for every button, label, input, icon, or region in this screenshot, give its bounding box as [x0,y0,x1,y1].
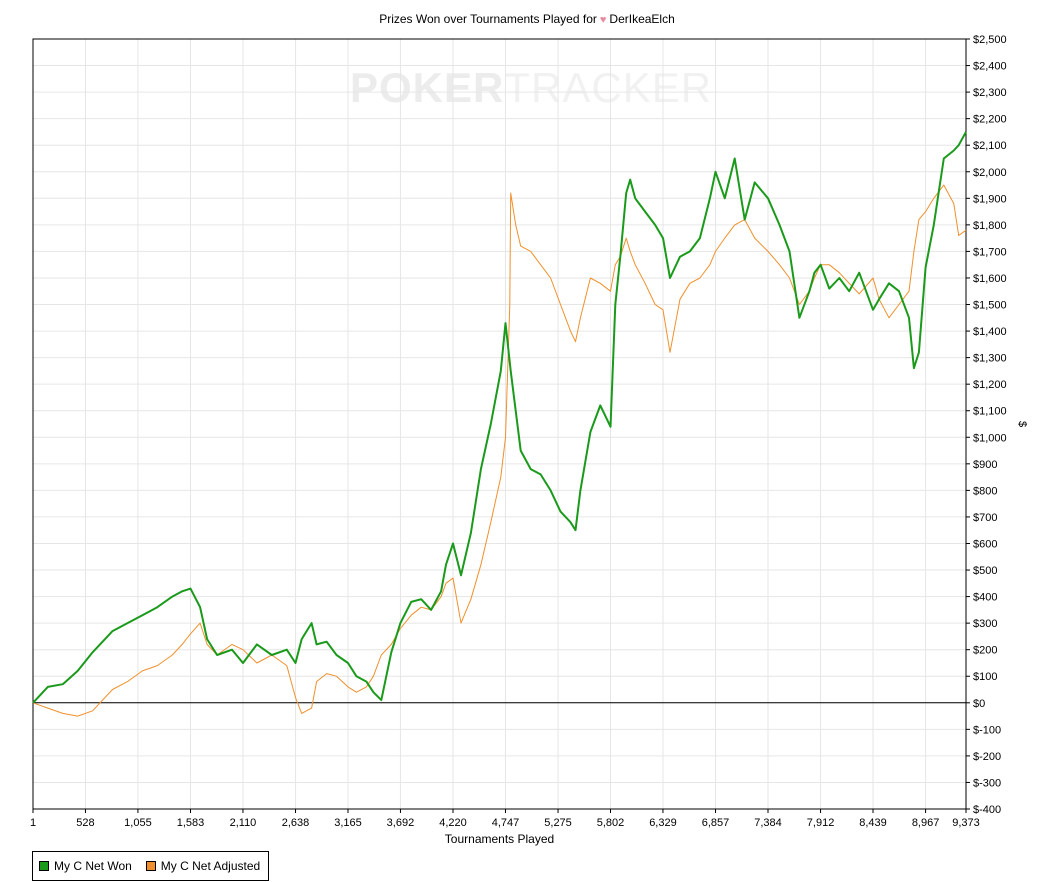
y-tick-label: $1,100 [973,406,1007,418]
y-tick-label: $600 [973,538,997,550]
y-tick-label: $700 [973,512,997,524]
x-tick-label: 6,857 [702,817,730,829]
y-tick-label: $800 [973,485,997,497]
y-tick-label: $-300 [973,777,1001,789]
x-tick-label: 1,583 [177,817,205,829]
chart-title-text: Prizes Won over Tournaments Played for [379,12,597,26]
heart-icon: ♥ [599,14,607,26]
y-tick-label: $-100 [973,724,1001,736]
watermark-light: TRACKER [504,64,713,111]
y-tick-label: $100 [973,671,997,683]
x-axis-label: Tournaments Played [445,832,554,846]
legend-swatch-net-adjusted [145,861,156,871]
y-tick-label: $1,000 [973,432,1007,444]
x-tick-label: 5,802 [597,817,625,829]
y-tick-label: $1,300 [973,353,1007,365]
player-name: DerIkeaElch [609,12,675,26]
y-axis-label: $ [1016,420,1029,428]
x-tick-label: 3,165 [334,817,362,829]
y-tick-label: $1,500 [973,300,1007,312]
x-tick-label: 528 [76,817,94,829]
y-tick-label: $1,700 [973,246,1007,258]
y-tick-label: $1,200 [973,379,1007,391]
series-line-net-won [32,131,967,704]
y-tick-label: $-200 [973,751,1001,763]
y-tick-label: $2,500 [973,34,1007,46]
x-tick-label: 4,220 [439,817,467,829]
y-tick-label: $900 [973,459,997,471]
legend-item-net-adjusted[interactable]: My C Net Adjusted [145,859,261,873]
x-tick-label: 2,110 [230,817,257,829]
x-tick-label: 8,439 [859,817,887,829]
x-tick-label: 3,692 [387,817,415,829]
y-tick-label: $-400 [973,804,1001,816]
chart-title: Prizes Won over Tournaments Played for ♥ D… [0,12,1054,26]
y-tick-label: $1,900 [973,193,1007,205]
y-tick-label: $0 [973,698,985,710]
watermark-bold: POKER [350,64,505,111]
y-tick-label: $2,000 [973,167,1007,179]
series-line-net-adjusted [32,184,967,717]
x-tick-label: 5,275 [544,817,572,829]
y-tick-label: $200 [973,645,997,657]
legend-label-net-won: My C Net Won [54,859,132,873]
y-tick-label: $300 [973,618,997,630]
y-tick-label: $1,800 [973,220,1007,232]
x-tick-label: 7,912 [807,817,835,829]
y-tick-label: $400 [973,592,997,604]
legend-swatch-net-won [39,861,49,871]
x-tick-label: 4,747 [492,817,520,829]
y-tick-label: $2,200 [973,114,1007,126]
y-tick-label: $2,300 [973,87,1007,99]
x-tick-label: 7,384 [754,817,782,829]
legend: My C Net Won My C Net Adjusted [32,851,270,881]
y-tick-label: $2,400 [973,61,1007,73]
x-tick-label: 1,055 [124,817,152,829]
x-tick-label: 8,967 [912,817,940,829]
x-tick-label: 9,373 [952,817,980,829]
x-tick-label: 2,638 [282,817,310,829]
y-tick-label: $1,600 [973,273,1007,285]
x-tick-label: 1 [30,817,36,829]
legend-item-net-won[interactable]: My C Net Won [39,859,132,873]
legend-label-net-adjusted: My C Net Adjusted [160,859,261,873]
y-tick-label: $2,100 [973,140,1007,152]
plot-frame [32,38,967,810]
pokertracker-watermark: POKERTRACKER [350,64,712,112]
y-tick-label: $500 [973,565,997,577]
y-tick-label: $1,400 [973,326,1007,338]
x-tick-label: 6,329 [649,817,677,829]
